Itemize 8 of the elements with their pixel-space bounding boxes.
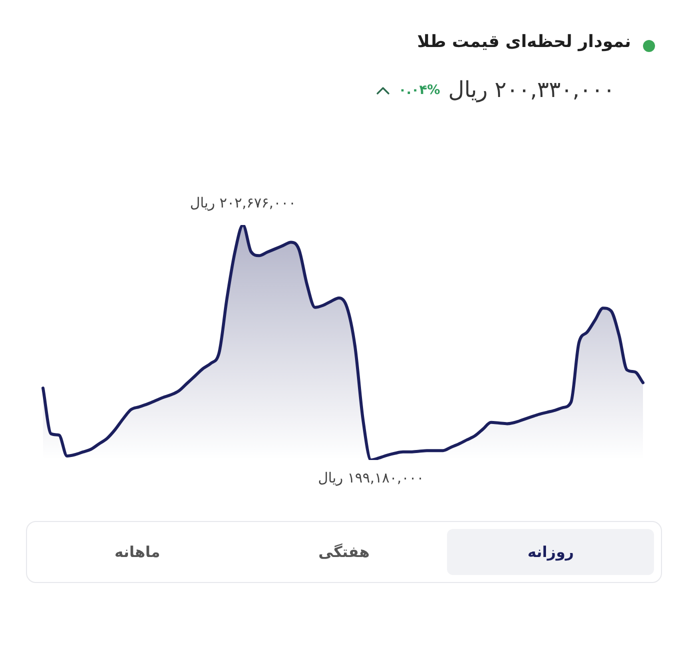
text: ۰.۰۴% (398, 83, 440, 98)
annotation: هفتگی (318, 543, 370, 561)
annotation: ماهانه (114, 543, 160, 561)
chart-subtitle: ۲۰۰,۳۳۰,۰۰۰ ریال (448, 78, 615, 103)
data-label: ۱۹۹,۱۸۰,۰۰۰ ریال (318, 470, 424, 487)
chart-title: نمودار لحظه‌ای قیمت طلا (417, 32, 631, 52)
data-label: ۲۰۲,۶۷۶,۰۰۰ ریال (190, 196, 296, 212)
annotation: روزانه (527, 543, 574, 561)
